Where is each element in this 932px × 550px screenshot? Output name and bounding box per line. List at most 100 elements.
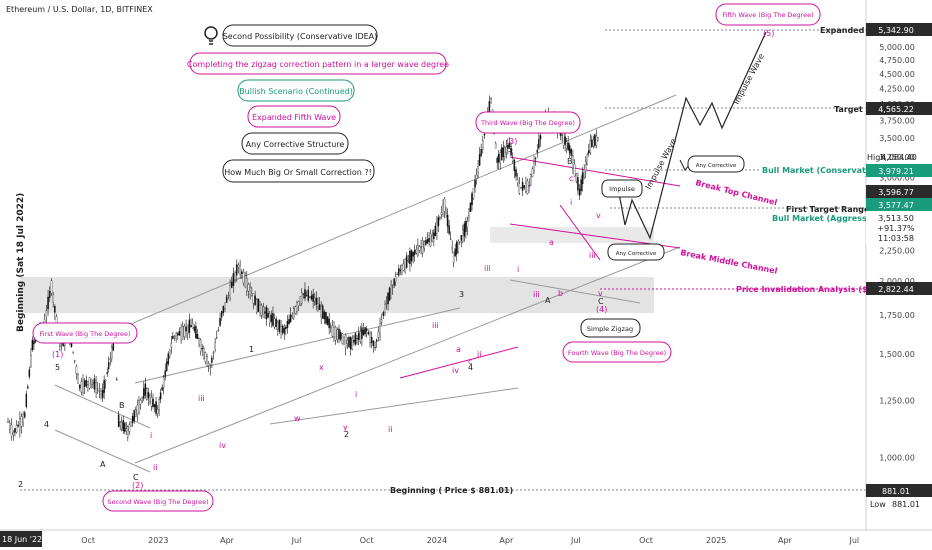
candle-body — [165, 361, 168, 372]
candle-body — [272, 313, 274, 326]
candle-body — [280, 326, 282, 332]
candle-body — [100, 391, 102, 395]
candle-body — [428, 238, 430, 242]
candle-body — [260, 305, 263, 316]
candle-body — [349, 336, 352, 350]
candle-body — [452, 251, 455, 264]
x-tick-label: 2024 — [427, 536, 447, 545]
candle-body — [162, 377, 165, 388]
candle-body — [346, 339, 349, 344]
candle-body — [372, 340, 375, 347]
candle-body — [354, 333, 357, 345]
y-tick-label: 3,500.00 — [879, 134, 915, 143]
y-tick-label: 3,750.00 — [879, 116, 915, 125]
label-box-4 — [247, 105, 341, 128]
wave-4-small: 4 — [44, 420, 49, 429]
candle-body — [466, 221, 469, 228]
lightbulb-icon — [204, 26, 218, 45]
candle-body — [436, 222, 438, 234]
candle-body — [78, 384, 81, 389]
candle-body — [293, 308, 295, 319]
break-top-channel-label: Break Top Channel — [695, 178, 779, 207]
label-box-1 — [222, 24, 378, 47]
candle-body — [472, 187, 475, 199]
candle-body — [338, 328, 340, 340]
candle-body — [77, 374, 79, 384]
candle-body — [318, 304, 321, 310]
candle-body — [356, 338, 358, 340]
label-4: Expanded Fifth Wave — [252, 113, 336, 122]
price-invalidation-label: Price Invalidation Analysis ($ 2822.44) — [736, 285, 910, 294]
price-tag-expanded-bg — [866, 23, 932, 36]
candle-body — [47, 296, 49, 310]
candle-body — [393, 278, 395, 286]
candle-body — [508, 142, 511, 148]
candle-body — [246, 278, 248, 292]
candle-body — [124, 422, 126, 432]
wave-b-upper: B — [119, 401, 125, 410]
y-tick-label: 1,000.00 — [879, 454, 915, 463]
candle-body — [302, 293, 305, 295]
candle-body — [454, 248, 456, 256]
candle-body — [22, 414, 24, 423]
start-date-tag — [0, 531, 42, 547]
candle-body — [314, 297, 316, 302]
candle-body — [474, 180, 476, 188]
wave-i-1: i — [150, 431, 152, 440]
candle-body — [494, 142, 497, 149]
candle-body — [418, 246, 421, 251]
simple-zigzag-label: Simple Zigzag — [587, 325, 633, 333]
wave-3-mid: 3 — [459, 290, 464, 299]
candle-body — [25, 393, 28, 407]
x-tick-label: 2025 — [706, 536, 726, 545]
candle-body — [107, 362, 110, 370]
candle-body — [177, 333, 179, 336]
candle-body — [448, 225, 450, 234]
price-tag-low: 881.01 — [892, 500, 920, 509]
side-date-label: Beginning (Sat 18 Jul 2022) — [16, 193, 26, 332]
candle-body — [445, 212, 447, 214]
candle-body — [104, 379, 107, 382]
candle-body — [130, 421, 132, 427]
fifth-wave-box — [715, 3, 821, 26]
candle-body — [175, 333, 177, 339]
candle-body — [232, 273, 235, 286]
candle-body — [446, 214, 449, 227]
wave-x: x — [319, 363, 324, 372]
candle-body — [323, 311, 326, 320]
wave-2-big: (2) — [132, 481, 143, 490]
candle-body — [241, 271, 243, 275]
candle-body — [511, 158, 514, 162]
y-tick-label: 4,750.00 — [879, 56, 915, 65]
x-tick-label: Apr — [778, 536, 793, 545]
candle-body — [443, 198, 446, 212]
candle-body — [74, 360, 76, 362]
candle-body — [164, 370, 166, 378]
projection-path — [617, 31, 767, 240]
price-tag-target: 4,565.22 — [878, 105, 914, 114]
candle-body — [72, 351, 74, 353]
wave-a-upper: A — [100, 460, 106, 469]
candle-body — [152, 398, 154, 407]
candle-body — [185, 326, 187, 332]
candle-body — [325, 312, 327, 324]
candle-body — [239, 265, 241, 275]
candle-body — [410, 250, 413, 262]
candle-body — [328, 318, 330, 329]
candle-body — [170, 343, 173, 348]
impulse-label: Impulse — [609, 185, 635, 193]
wave-iv-1: iv — [219, 441, 226, 450]
candle-body — [536, 149, 539, 153]
candle-body — [199, 339, 202, 352]
candle-body — [580, 179, 582, 191]
candle-body — [440, 212, 443, 215]
candle-body — [594, 134, 596, 146]
candle-body — [439, 217, 441, 219]
wave-5-big: (5) — [763, 29, 774, 38]
candle-body — [147, 392, 150, 399]
x-tick-label: Jul — [849, 536, 860, 545]
wave-1-big: (1) — [52, 350, 63, 359]
any-corrective-label-1: Any Corrective — [696, 163, 737, 169]
candle-body — [409, 251, 411, 265]
